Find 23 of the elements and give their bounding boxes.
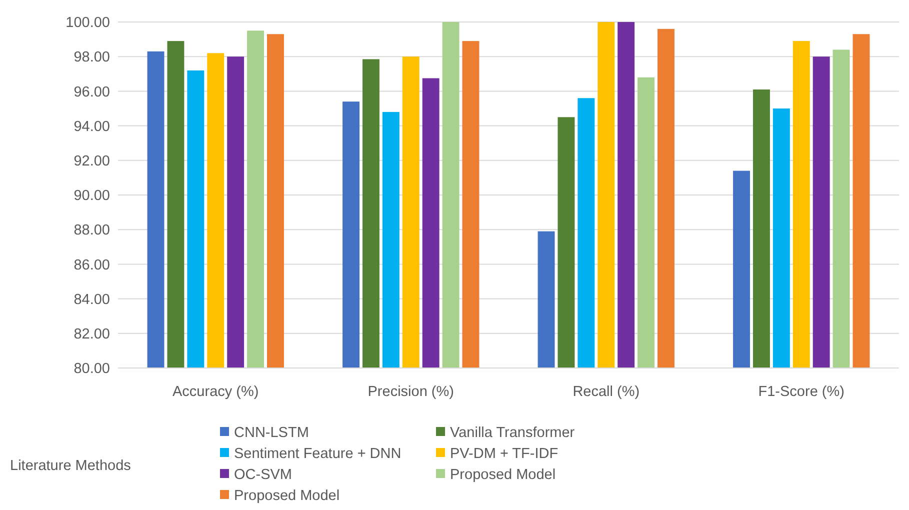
- x-tick-label: Precision (%): [368, 384, 454, 400]
- legend-label: Sentiment Feature + DNN: [234, 446, 402, 462]
- x-tick-label: F1-Score (%): [758, 384, 844, 400]
- y-tick-label: 82.00: [74, 326, 110, 342]
- legend-label: CNN-LSTM: [234, 425, 309, 442]
- y-tick-label: 92.00: [74, 153, 110, 170]
- y-tick-label: 94.00: [74, 118, 110, 135]
- y-tick-label: 84.00: [74, 292, 110, 308]
- y-tick-label: 100.00: [66, 15, 110, 32]
- legend-label: OC-SVM: [234, 467, 292, 484]
- legend-title: Literature Methods: [10, 458, 131, 474]
- y-tick-label: 96.00: [74, 84, 110, 100]
- x-tick-label: Accuracy (%): [172, 384, 259, 400]
- y-tick-label: 98.00: [74, 50, 110, 66]
- y-tick-label: 88.00: [74, 222, 110, 239]
- legend-label: Vanilla Transformer: [450, 425, 575, 442]
- y-tick-label: 90.00: [74, 188, 110, 204]
- y-tick-label: 80.00: [74, 361, 110, 378]
- legend-label: Proposed Model: [234, 488, 340, 504]
- legend-label: PV-DM + TF-IDF: [450, 446, 558, 462]
- x-tick-label: Recall (%): [572, 384, 640, 400]
- y-tick-label: 86.00: [74, 257, 110, 274]
- legend-label: Proposed Model: [450, 467, 556, 484]
